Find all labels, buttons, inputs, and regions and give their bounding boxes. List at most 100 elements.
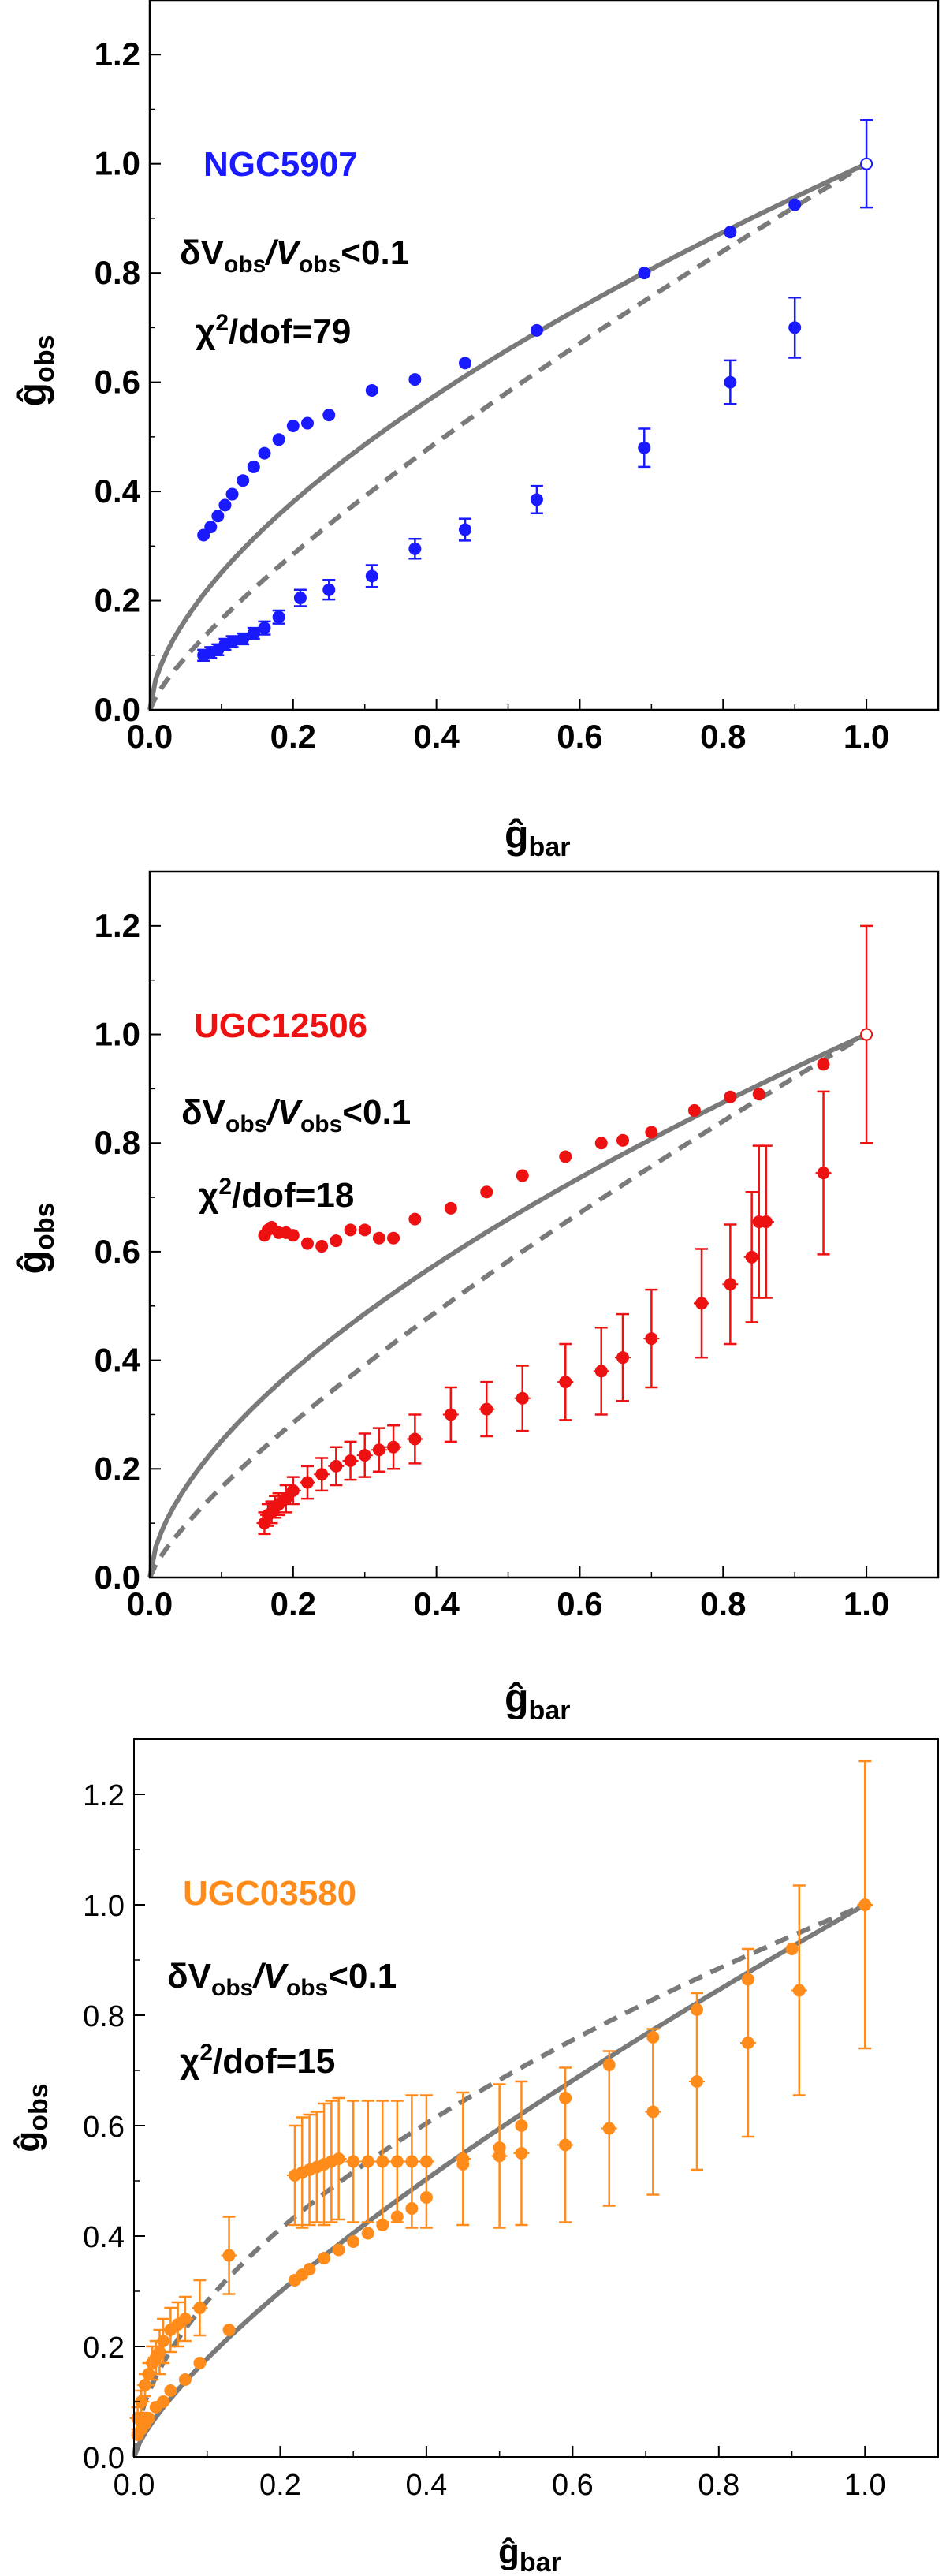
data-point	[236, 633, 250, 645]
data-point	[286, 420, 300, 432]
data-point	[860, 1028, 873, 1041]
data-point	[792, 1984, 806, 1997]
data-point	[178, 2373, 192, 2386]
data-point	[390, 2155, 404, 2168]
x-tick-label: 1.0	[844, 718, 889, 755]
galaxy-name-label: NGC5907	[203, 145, 358, 184]
data-point	[741, 1973, 754, 1986]
y-tick-label: 1.0	[95, 1016, 140, 1053]
data-point	[724, 1278, 737, 1291]
quality-cut-label: δVobs/Vobs<0.1	[180, 233, 409, 278]
y-tick-label: 0.2	[95, 582, 140, 619]
data-point	[405, 2202, 419, 2215]
x-tick-label: 0.0	[127, 1585, 173, 1622]
data-point	[286, 1229, 300, 1242]
x-tick-label: 0.6	[557, 718, 602, 755]
data-point	[390, 2210, 404, 2223]
data-point	[372, 1443, 385, 1457]
model-curve-solid	[147, 161, 868, 711]
data-point	[225, 487, 239, 501]
data-point	[860, 157, 873, 170]
data-point	[322, 409, 336, 422]
data-point	[211, 510, 225, 523]
data-point	[332, 2243, 345, 2257]
data-point	[687, 1103, 701, 1117]
data-point	[559, 2138, 572, 2152]
data-point	[419, 2191, 433, 2204]
x-tick-label: 0.8	[698, 2469, 739, 2502]
x-tick-label: 0.2	[259, 2469, 301, 2502]
data-point	[594, 1137, 608, 1150]
data-point	[279, 1492, 292, 1506]
data-point	[724, 226, 737, 239]
y-axis-label: ĝobs	[9, 2083, 54, 2152]
data-point	[322, 583, 336, 596]
galaxy-name-label: UGC03580	[183, 1874, 356, 1913]
data-point	[602, 2122, 616, 2135]
quality-cut-label: δVobs/Vobs<0.1	[167, 1957, 397, 2001]
data-point	[480, 1402, 493, 1416]
data-point	[646, 2105, 660, 2119]
panel-ngc5907: 0.0 0.2 0.4 0.6 0.8 1.00.00.20.40.60.81.01.2 …	[10, 0, 940, 860]
data-point	[387, 1440, 400, 1454]
data-point	[594, 1365, 608, 1378]
panel-ugc12506: 0.0 0.2 0.4 0.6 0.8 1.00.00.20.40.60.81.01.2 …	[10, 870, 940, 1719]
data-point	[157, 2335, 170, 2347]
data-point	[456, 2158, 470, 2171]
data-point	[741, 2037, 754, 2049]
data-point	[788, 321, 802, 334]
data-point	[602, 2059, 616, 2071]
data-point	[408, 1212, 422, 1226]
y-tick-label: 0.8	[83, 2000, 125, 2033]
data-point	[493, 2141, 506, 2154]
data-point	[272, 433, 285, 446]
y-tick-label: 0.0	[95, 1559, 140, 1596]
y-tick-label: 0.6	[83, 2111, 125, 2144]
data-point	[236, 474, 250, 487]
data-point	[785, 1943, 799, 1955]
data-point	[157, 2395, 170, 2408]
galaxy-name-label: UGC12506	[194, 1006, 367, 1045]
y-axis-label: ĝobs	[10, 335, 60, 407]
data-point	[515, 2147, 528, 2160]
x-axis-label: ĝbar	[505, 812, 570, 860]
x-tick-label: 0.2	[270, 718, 316, 755]
x-tick-label: 0.0	[114, 2469, 155, 2502]
data-point	[616, 1351, 629, 1365]
y-tick-label: 0.2	[83, 2331, 125, 2365]
data-point	[559, 1150, 572, 1163]
data-point	[459, 357, 471, 370]
data-point	[197, 528, 210, 542]
data-point	[330, 1234, 343, 1248]
model-curve-dashed	[147, 1032, 868, 1579]
data-point	[347, 2155, 360, 2168]
data-point	[408, 542, 422, 555]
data-point	[247, 460, 260, 473]
y-tick-label: 1.2	[83, 1779, 125, 1813]
data-point	[724, 375, 737, 389]
data-point	[315, 1240, 329, 1253]
chi2-label: χ2/dof=18	[199, 1174, 354, 1215]
data-point	[817, 1167, 830, 1180]
data-point	[788, 198, 802, 211]
y-tick-label: 1.2	[95, 35, 140, 73]
data-point	[315, 1468, 329, 1481]
data-point	[817, 1058, 830, 1071]
data-point	[516, 1169, 529, 1182]
data-point	[222, 2324, 236, 2336]
data-point	[480, 1185, 493, 1199]
data-point	[858, 1898, 872, 1911]
data-point	[365, 384, 378, 397]
data-point	[759, 1215, 773, 1229]
data-point	[559, 2092, 572, 2104]
data-point	[344, 1223, 357, 1237]
y-tick-label: 0.4	[95, 1342, 141, 1379]
x-tick-label: 0.4	[413, 718, 460, 755]
quality-cut-label: δVobs/Vobs<0.1	[181, 1093, 411, 1137]
chi2-label: χ2/dof=79	[196, 310, 351, 351]
x-tick-label: 0.0	[127, 718, 173, 755]
data-point	[444, 1201, 457, 1215]
model-curve-dashed	[132, 1902, 866, 2458]
model-curve-solid	[147, 1032, 868, 1578]
